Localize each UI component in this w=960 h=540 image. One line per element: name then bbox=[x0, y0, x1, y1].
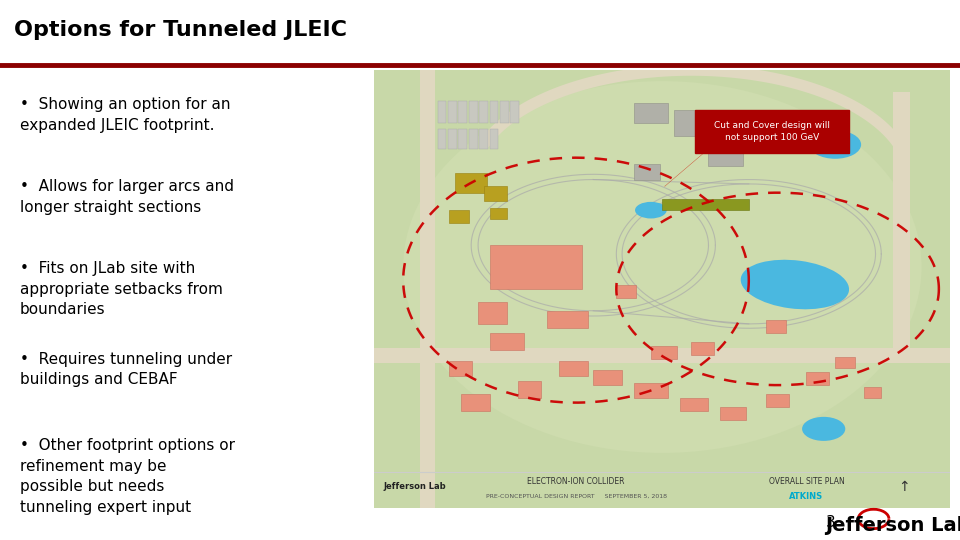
Text: Jefferson Lab: Jefferson Lab bbox=[825, 516, 960, 535]
Text: Options for Tunneled JLEIC: Options for Tunneled JLEIC bbox=[14, 19, 348, 39]
Bar bbox=[479, 129, 488, 149]
Bar bbox=[755, 131, 783, 149]
Bar bbox=[634, 103, 668, 123]
Bar bbox=[490, 129, 498, 149]
Bar bbox=[478, 302, 507, 324]
Bar bbox=[438, 129, 446, 149]
Bar bbox=[461, 394, 490, 411]
Bar bbox=[720, 407, 746, 420]
Bar bbox=[634, 164, 660, 179]
Bar bbox=[468, 129, 477, 149]
Text: •  Fits on JLab site with
appropriate setbacks from
boundaries: • Fits on JLab site with appropriate set… bbox=[20, 261, 223, 317]
Bar bbox=[708, 145, 743, 166]
Bar bbox=[374, 348, 950, 363]
Text: •  Allows for larger arcs and
longer straight sections: • Allows for larger arcs and longer stra… bbox=[20, 179, 234, 215]
Text: •  Showing an option for an
expanded JLEIC footprint.: • Showing an option for an expanded JLEI… bbox=[20, 97, 230, 133]
Bar bbox=[864, 387, 881, 398]
Bar bbox=[438, 101, 446, 123]
Text: 3: 3 bbox=[826, 515, 835, 530]
Ellipse shape bbox=[741, 260, 849, 309]
Bar bbox=[593, 370, 622, 385]
Bar bbox=[674, 110, 720, 136]
Bar bbox=[651, 346, 677, 359]
Text: ATKINS: ATKINS bbox=[789, 492, 824, 501]
Bar bbox=[893, 92, 910, 354]
Bar bbox=[490, 333, 524, 350]
Bar bbox=[500, 101, 509, 123]
Text: ↑: ↑ bbox=[899, 480, 910, 494]
Bar bbox=[459, 101, 468, 123]
Bar bbox=[806, 372, 829, 385]
Text: ELECTRON-ION COLLIDER: ELECTRON-ION COLLIDER bbox=[527, 477, 625, 487]
Text: •  Other footprint options or
refinement may be
possible but needs
tunneling exp: • Other footprint options or refinement … bbox=[20, 438, 235, 515]
Bar bbox=[448, 101, 457, 123]
FancyArrowPatch shape bbox=[664, 151, 707, 186]
Ellipse shape bbox=[403, 81, 922, 453]
Bar bbox=[490, 208, 507, 219]
Bar bbox=[449, 210, 469, 223]
Text: Cut and Cover design will
not support 100 GeV: Cut and Cover design will not support 10… bbox=[714, 121, 829, 142]
Bar bbox=[490, 245, 582, 289]
Text: Jefferson Lab: Jefferson Lab bbox=[383, 482, 446, 491]
Bar bbox=[490, 101, 498, 123]
Bar bbox=[835, 357, 855, 368]
Text: •  Requires tunneling under
buildings and CEBAF: • Requires tunneling under buildings and… bbox=[20, 352, 232, 388]
Bar bbox=[420, 70, 435, 508]
Bar bbox=[459, 129, 468, 149]
Bar bbox=[766, 394, 789, 407]
Bar bbox=[518, 381, 541, 398]
Ellipse shape bbox=[636, 202, 667, 219]
Bar bbox=[448, 129, 457, 149]
Bar bbox=[455, 173, 487, 193]
Ellipse shape bbox=[803, 417, 846, 441]
Bar bbox=[479, 101, 488, 123]
Text: PRE-CONCEPTUAL DESIGN REPORT     SEPTEMBER 5, 2018: PRE-CONCEPTUAL DESIGN REPORT SEPTEMBER 5… bbox=[486, 494, 666, 499]
Bar bbox=[680, 399, 708, 411]
Bar bbox=[484, 186, 507, 201]
Ellipse shape bbox=[809, 130, 861, 159]
Bar bbox=[468, 101, 477, 123]
Bar bbox=[547, 310, 588, 328]
Bar bbox=[616, 285, 636, 298]
Bar bbox=[634, 383, 668, 398]
FancyBboxPatch shape bbox=[695, 110, 849, 153]
Bar bbox=[449, 361, 472, 376]
Bar bbox=[691, 342, 714, 354]
Bar bbox=[662, 199, 749, 210]
Text: OVERALL SITE PLAN: OVERALL SITE PLAN bbox=[769, 477, 844, 487]
Bar bbox=[766, 320, 786, 333]
Bar bbox=[559, 361, 588, 376]
Bar bbox=[511, 101, 519, 123]
